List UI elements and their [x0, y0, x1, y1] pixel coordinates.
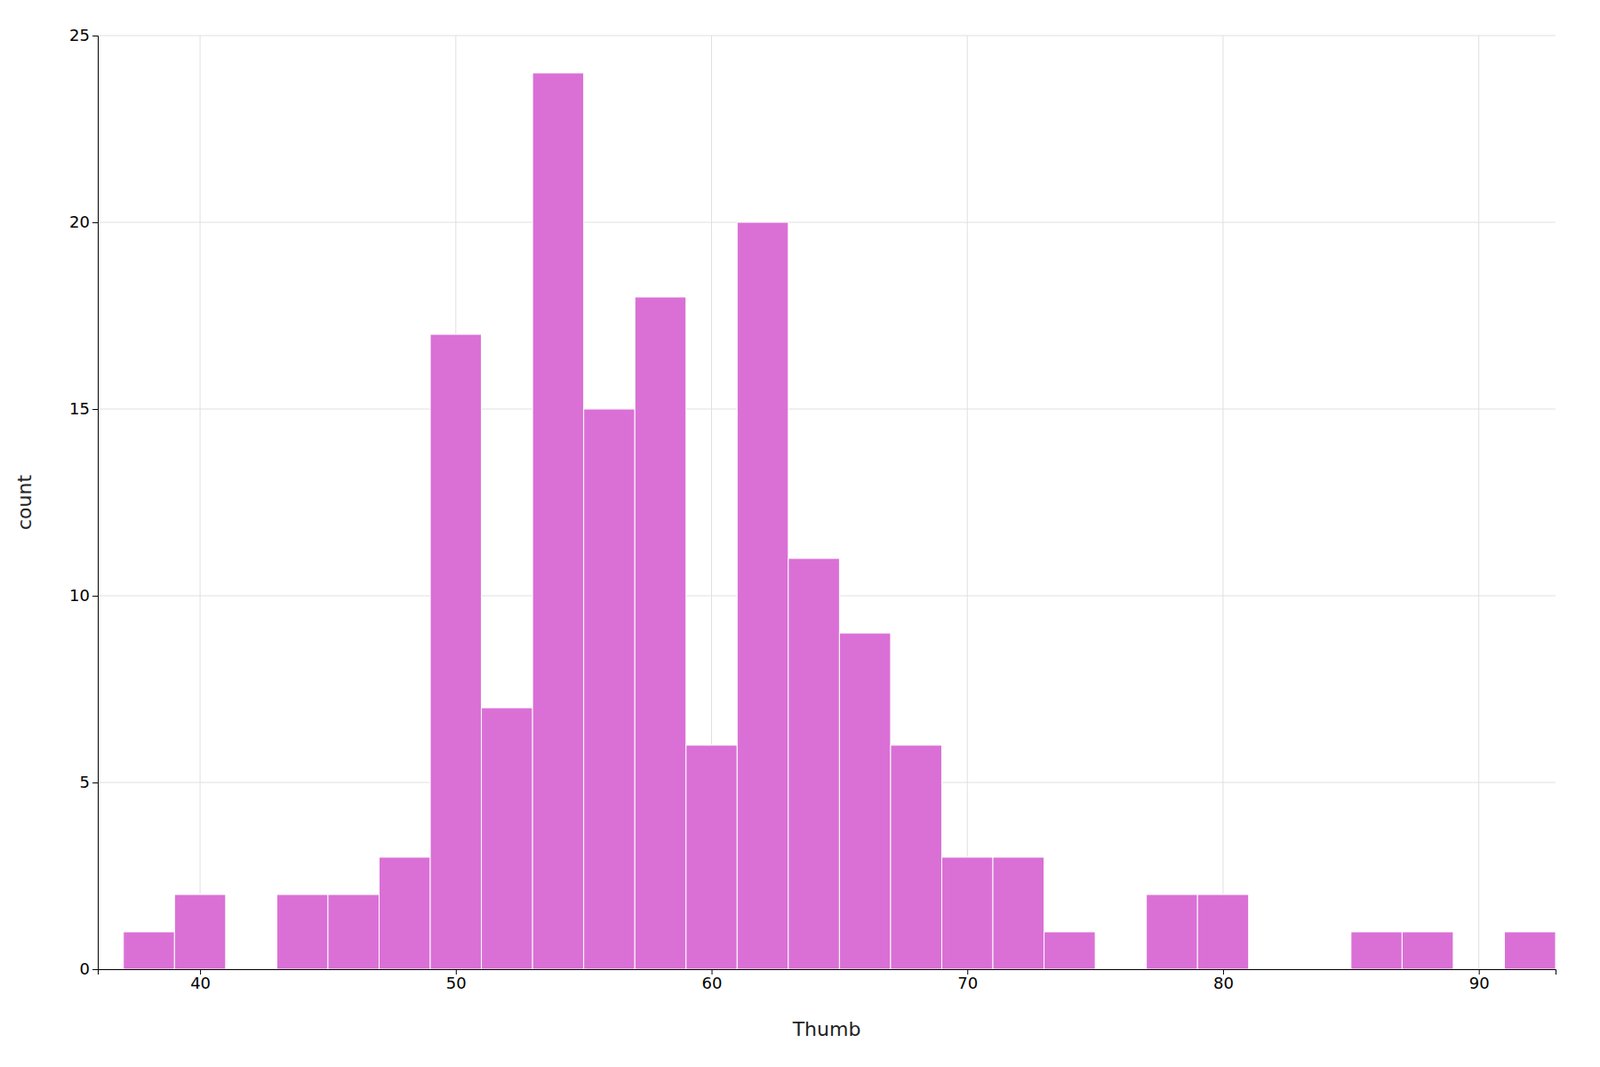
x-grid-line — [200, 35, 201, 969]
x-tick-label: 40 — [190, 973, 211, 992]
x-grid-line — [1222, 35, 1224, 969]
grid — [97, 35, 1556, 969]
y-tick-label: 25 — [69, 25, 90, 45]
x-axis: 40 50 60 70 80 90 — [98, 968, 1557, 992]
histogram-bar — [1044, 931, 1096, 969]
y-tick: 20 — [69, 212, 98, 232]
histogram-bar — [225, 968, 278, 970]
x-tick: 50 — [446, 968, 467, 992]
x-grid-line — [967, 35, 968, 969]
y-grid-line — [97, 408, 1556, 410]
y-tick-label: 20 — [69, 212, 90, 232]
histogram-bar — [481, 707, 534, 969]
histogram-bar — [532, 72, 584, 969]
y-grid-line — [97, 35, 1556, 37]
histogram-bar — [941, 856, 993, 969]
histogram-bar — [788, 558, 840, 969]
y-grid-line — [97, 222, 1556, 224]
plot-area: 40 50 60 70 80 90 0 5 10 15 20 25 — [69, 25, 1556, 992]
y-tick: 0 — [80, 959, 98, 978]
histogram-bar — [1146, 894, 1199, 969]
histogram-bar — [1504, 931, 1556, 969]
y-tick-mark — [92, 408, 98, 410]
histogram-bar — [890, 744, 943, 969]
x-tick-label: 50 — [446, 973, 467, 992]
y-axis-title: count — [13, 474, 36, 530]
y-tick-mark — [92, 595, 98, 597]
y-tick-mark — [92, 968, 98, 970]
histogram-bar — [584, 408, 636, 969]
histogram-bar — [1095, 968, 1147, 970]
histogram-bar — [992, 856, 1045, 969]
y-tick-label: 10 — [69, 585, 90, 605]
histogram-bar — [378, 856, 431, 969]
y-axis: 0 5 10 15 20 25 — [69, 25, 98, 978]
histogram-bar — [276, 894, 328, 969]
y-tick-mark — [92, 782, 98, 784]
y-tick-mark — [92, 35, 98, 37]
x-tick: 40 — [190, 968, 211, 992]
histogram-bar — [736, 222, 789, 969]
y-axis-line — [92, 36, 99, 970]
histogram-bar — [686, 744, 738, 969]
y-tick: 15 — [69, 399, 98, 418]
histogram-bar — [123, 931, 176, 969]
histogram-bar — [1401, 931, 1454, 969]
x-tick: 80 — [1213, 968, 1234, 992]
x-tick-label: 90 — [1469, 973, 1490, 992]
x-grid-line — [1478, 35, 1480, 969]
x-tick-label: 70 — [957, 973, 978, 992]
x-tick: 60 — [702, 968, 723, 992]
bars — [123, 72, 1556, 969]
histogram-bar — [1453, 968, 1505, 970]
x-axis-line — [98, 969, 1557, 976]
histogram-bar — [634, 296, 687, 969]
histogram-bar — [1197, 894, 1249, 969]
y-tick-label: 15 — [69, 399, 90, 418]
x-axis-title: Thumb — [792, 1017, 862, 1040]
histogram-bar — [430, 334, 482, 969]
x-tick-label: 80 — [1213, 973, 1234, 992]
x-tick: 70 — [957, 968, 978, 992]
histogram-bar — [174, 894, 226, 969]
x-tick-label: 60 — [702, 973, 723, 992]
histogram-bar — [1351, 931, 1403, 969]
y-tick-mark — [92, 222, 98, 224]
histogram-bar — [1248, 968, 1301, 970]
y-tick-label: 0 — [80, 959, 90, 978]
y-tick: 25 — [69, 25, 98, 45]
histogram-bar — [839, 632, 891, 969]
y-tick-label: 5 — [80, 772, 90, 792]
histogram-bar — [1299, 968, 1352, 970]
histogram-bar — [328, 894, 380, 969]
chart: 40 50 60 70 80 90 0 5 10 15 20 25 Thumb count — [0, 0, 1600, 1067]
x-tick: 90 — [1469, 968, 1490, 992]
y-tick: 5 — [80, 772, 98, 792]
y-tick: 10 — [69, 585, 98, 605]
